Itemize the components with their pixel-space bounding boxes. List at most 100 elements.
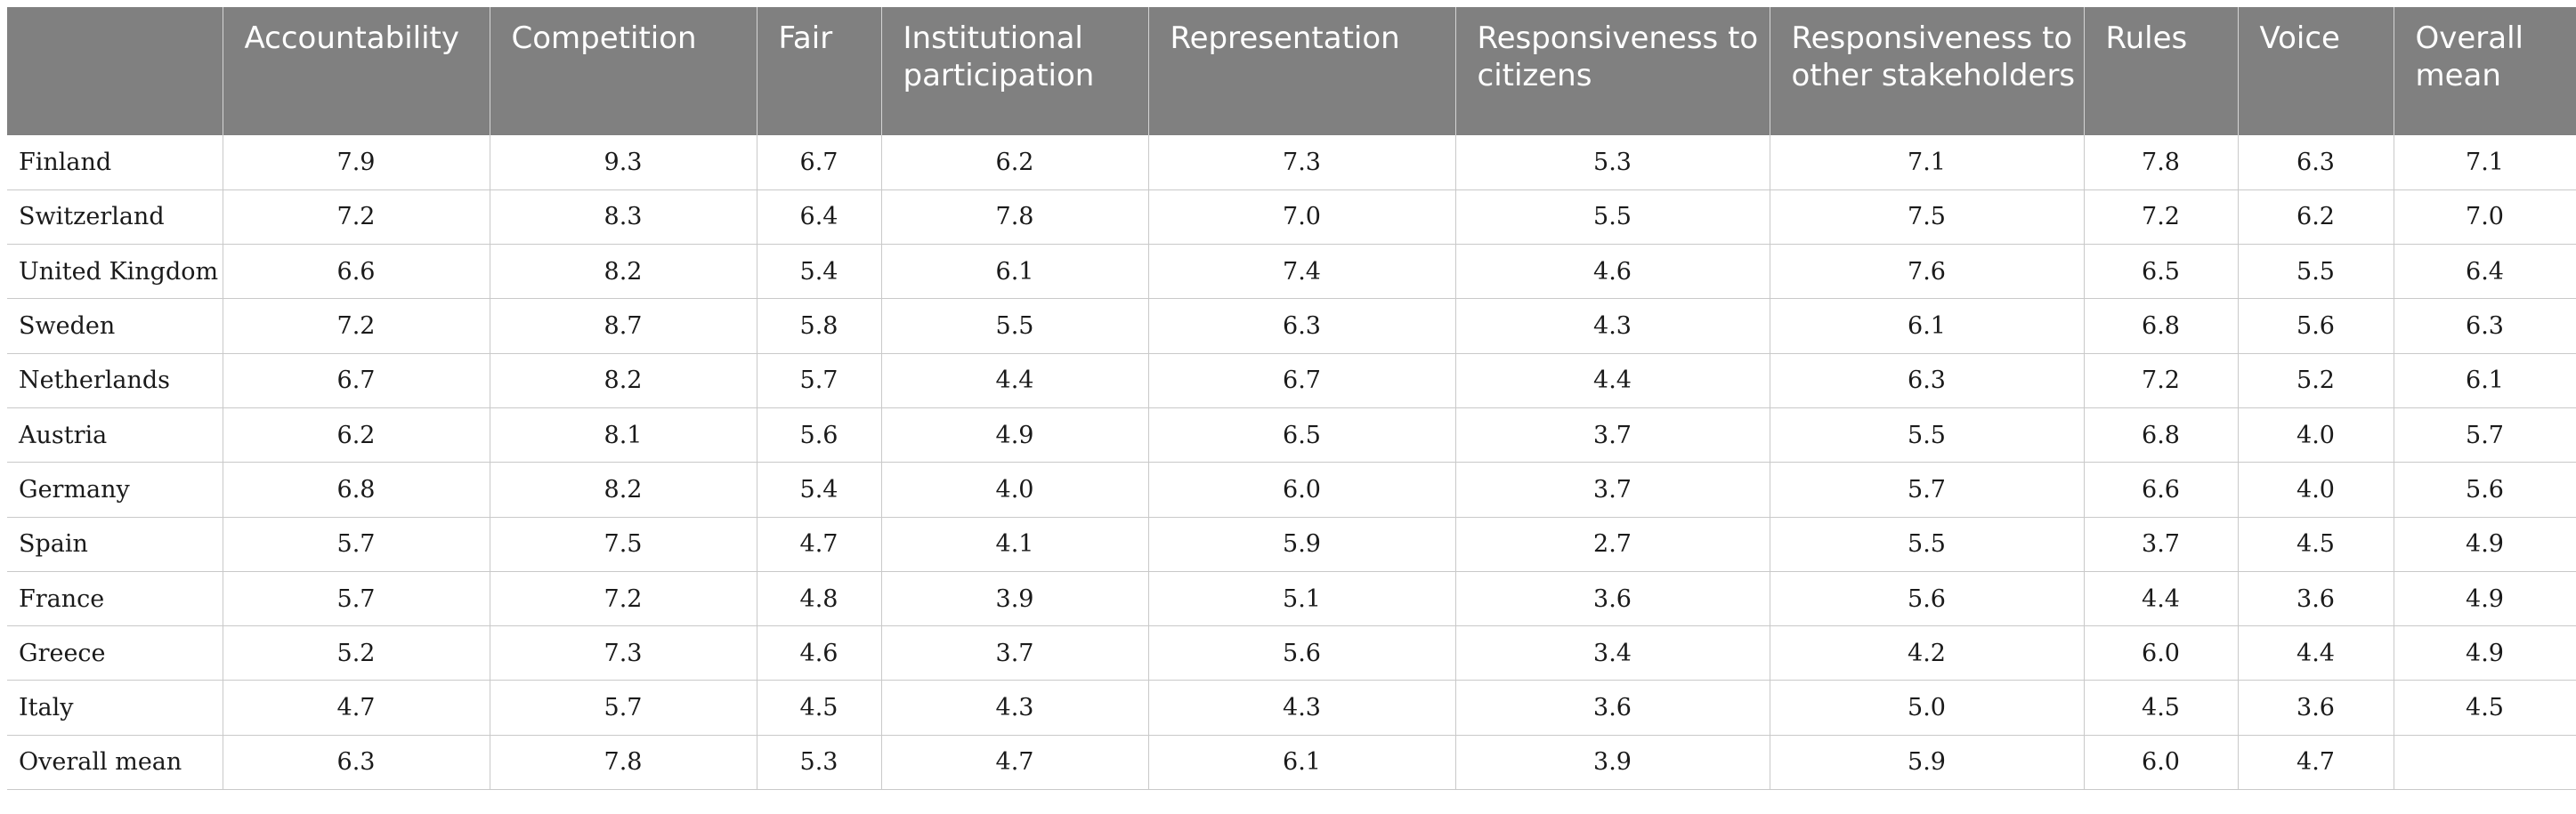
- cell-responsiveness-stakeholders: 6.3: [1769, 353, 2084, 408]
- cell-competition: 7.2: [489, 571, 757, 627]
- data-table-container: Accountability Competition Fair Institut…: [7, 7, 2576, 791]
- cell-responsiveness-stakeholders: 6.1: [1769, 298, 2084, 354]
- cell-voice: 3.6: [2237, 680, 2394, 736]
- cell-responsiveness-citizens: 4.4: [1454, 353, 1770, 408]
- cell-representation: 7.0: [1147, 189, 1455, 246]
- cell-representation: 6.3: [1147, 298, 1455, 354]
- table-row: Germany 6.8 8.2 5.4 4.0 6.0 3.7 5.7 6.6 4.0 5.6: [7, 462, 2576, 518]
- header-overall-mean: Overall mean: [2393, 7, 2576, 135]
- cell-country: France: [7, 571, 223, 627]
- cell-voice: 4.0: [2237, 407, 2394, 463]
- cell-fair: 6.4: [756, 189, 881, 246]
- cell-responsiveness-stakeholders: 5.7: [1769, 462, 2084, 518]
- table-row: France 5.7 7.2 4.8 3.9 5.1 3.6 5.6 4.4 3.6 4.9: [7, 571, 2576, 627]
- cell-voice: 4.0: [2237, 462, 2394, 518]
- cell-country: Italy: [7, 680, 223, 736]
- cell-fair: 5.6: [756, 407, 881, 463]
- cell-overall-mean: 5.7: [2393, 407, 2576, 463]
- cell-representation: 5.9: [1147, 517, 1455, 572]
- cell-competition: 7.3: [489, 625, 757, 681]
- cell-competition: 7.8: [489, 735, 757, 791]
- cell-overall-mean: 4.5: [2393, 680, 2576, 736]
- cell-fair: 6.7: [756, 135, 881, 190]
- cell-country: Overall mean: [7, 735, 223, 791]
- cell-competition: 8.2: [489, 353, 757, 408]
- cell-responsiveness-stakeholders: 5.5: [1769, 517, 2084, 572]
- cell-institutional-participation: 4.0: [880, 462, 1148, 518]
- cell-accountability: 6.8: [222, 462, 490, 518]
- cell-fair: 5.3: [756, 735, 881, 791]
- cell-country: Finland: [7, 135, 223, 190]
- cell-accountability: 5.7: [222, 517, 490, 572]
- cell-overall-mean: 4.9: [2393, 517, 2576, 572]
- cell-competition: 5.7: [489, 680, 757, 736]
- cell-country: Austria: [7, 407, 223, 463]
- democracy-scores-table: Accountability Competition Fair Institut…: [7, 7, 2576, 791]
- cell-competition: 7.5: [489, 517, 757, 572]
- cell-fair: 5.4: [756, 244, 881, 300]
- cell-fair: 5.4: [756, 462, 881, 518]
- cell-overall-mean: 7.1: [2393, 135, 2576, 190]
- cell-accountability: 7.9: [222, 135, 490, 190]
- cell-competition: 8.1: [489, 407, 757, 463]
- cell-accountability: 7.2: [222, 298, 490, 354]
- cell-competition: 8.3: [489, 189, 757, 246]
- header-representation: Representation: [1147, 7, 1455, 135]
- cell-overall-mean: 7.0: [2393, 189, 2576, 246]
- cell-overall-mean: 5.6: [2393, 462, 2576, 518]
- cell-institutional-participation: 4.3: [880, 680, 1148, 736]
- cell-overall-mean: 4.9: [2393, 571, 2576, 627]
- cell-rules: 6.0: [2083, 625, 2238, 681]
- cell-rules: 4.4: [2083, 571, 2238, 627]
- cell-responsiveness-citizens: 3.7: [1454, 407, 1770, 463]
- cell-representation: 5.1: [1147, 571, 1455, 627]
- cell-competition: 9.3: [489, 135, 757, 190]
- cell-institutional-participation: 6.2: [880, 135, 1148, 190]
- cell-responsiveness-citizens: 3.7: [1454, 462, 1770, 518]
- cell-overall-mean: 6.3: [2393, 298, 2576, 354]
- cell-institutional-participation: 7.8: [880, 189, 1148, 246]
- cell-country: United Kingdom: [7, 244, 223, 300]
- table-row: Austria 6.2 8.1 5.6 4.9 6.5 3.7 5.5 6.8 4.0 5.7: [7, 407, 2576, 463]
- cell-representation: 7.3: [1147, 135, 1455, 190]
- table-row: Finland 7.9 9.3 6.7 6.2 7.3 5.3 7.1 7.8 6.3 7.1: [7, 135, 2576, 190]
- header-corner: [7, 7, 223, 135]
- cell-country: Switzerland: [7, 189, 223, 246]
- cell-voice: 4.4: [2237, 625, 2394, 681]
- cell-responsiveness-citizens: 2.7: [1454, 517, 1770, 572]
- cell-responsiveness-citizens: 3.6: [1454, 571, 1770, 627]
- cell-representation: 5.6: [1147, 625, 1455, 681]
- cell-responsiveness-stakeholders: 5.0: [1769, 680, 2084, 736]
- cell-responsiveness-stakeholders: 4.2: [1769, 625, 2084, 681]
- cell-rules: 3.7: [2083, 517, 2238, 572]
- cell-representation: 7.4: [1147, 244, 1455, 300]
- cell-responsiveness-stakeholders: 5.5: [1769, 407, 2084, 463]
- table-row: Greece 5.2 7.3 4.6 3.7 5.6 3.4 4.2 6.0 4.4 4.9: [7, 625, 2576, 681]
- table-row: Overall mean 6.3 7.8 5.3 4.7 6.1 3.9 5.9 6.0 4.7: [7, 735, 2576, 791]
- header-responsiveness-stakeholders: Responsiveness to other stakeholders: [1769, 7, 2084, 135]
- cell-accountability: 6.7: [222, 353, 490, 408]
- cell-institutional-participation: 4.7: [880, 735, 1148, 791]
- cell-voice: 4.5: [2237, 517, 2394, 572]
- cell-voice: 6.3: [2237, 135, 2394, 190]
- cell-fair: 4.6: [756, 625, 881, 681]
- table-row: Spain 5.7 7.5 4.7 4.1 5.9 2.7 5.5 3.7 4.5 4.9: [7, 517, 2576, 572]
- cell-rules: 6.0: [2083, 735, 2238, 791]
- cell-voice: 5.5: [2237, 244, 2394, 300]
- cell-overall-mean: 4.9: [2393, 625, 2576, 681]
- cell-overall-mean: 6.4: [2393, 244, 2576, 300]
- cell-responsiveness-citizens: 4.6: [1454, 244, 1770, 300]
- cell-country: Spain: [7, 517, 223, 572]
- cell-responsiveness-citizens: 3.6: [1454, 680, 1770, 736]
- cell-institutional-participation: 3.7: [880, 625, 1148, 681]
- cell-overall-mean: [2393, 735, 2576, 791]
- cell-voice: 5.2: [2237, 353, 2394, 408]
- header-row: Accountability Competition Fair Institut…: [7, 7, 2576, 135]
- cell-fair: 4.8: [756, 571, 881, 627]
- table-row: Netherlands 6.7 8.2 5.7 4.4 6.7 4.4 6.3 7.2 5.2 6.…: [7, 353, 2576, 408]
- table-row: Italy 4.7 5.7 4.5 4.3 4.3 3.6 5.0 4.5 3.6 4.5: [7, 680, 2576, 736]
- cell-responsiveness-stakeholders: 7.6: [1769, 244, 2084, 300]
- cell-fair: 4.7: [756, 517, 881, 572]
- cell-representation: 6.5: [1147, 407, 1455, 463]
- cell-accountability: 6.2: [222, 407, 490, 463]
